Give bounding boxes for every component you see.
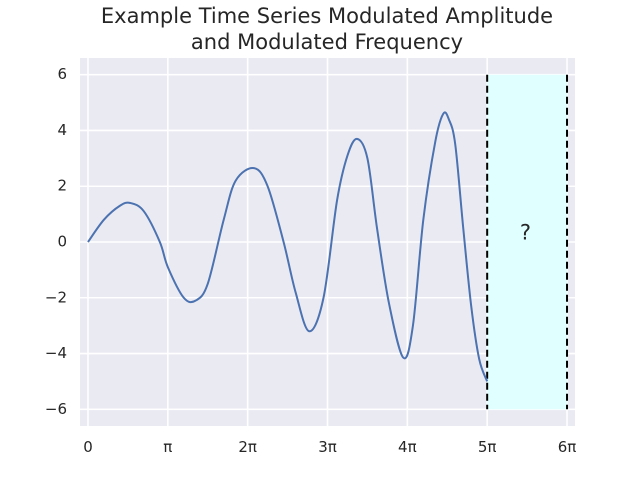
annotation-layer: ?: [520, 221, 531, 245]
y-tick-label-6: 6: [57, 65, 67, 83]
forecast-region: [486, 74, 569, 410]
x-tick-label-3: 3π: [318, 438, 337, 456]
y-tick-labels: −6 −4 −2 0 2 4 6: [45, 65, 67, 418]
y-tick-label-0: −6: [45, 400, 67, 418]
chart-title-line-1: Example Time Series Modulated Amplitude: [101, 4, 553, 28]
x-tick-label-4: 4π: [398, 438, 417, 456]
series-layer: [87, 111, 489, 382]
y-tick-label-5: 4: [57, 121, 67, 139]
x-tick-label-5: 5π: [478, 438, 497, 456]
x-tick-label-2: 2π: [238, 438, 257, 456]
y-tick-label-2: −2: [45, 288, 67, 306]
forecast-question-mark: ?: [520, 221, 531, 245]
y-tick-label-3: 0: [57, 233, 67, 251]
x-tick-label-1: π: [163, 438, 172, 456]
x-tick-labels: 0 π 2π 3π 4π 5π 6π: [83, 438, 576, 456]
x-tick-label-6: 6π: [558, 438, 577, 456]
forecast-region-fill: [487, 74, 568, 410]
y-tick-label-4: 2: [57, 177, 67, 195]
y-tick-label-1: −4: [45, 344, 67, 362]
x-tick-label-0: 0: [83, 438, 93, 456]
chart-title-line-2: and Modulated Frequency: [191, 30, 463, 54]
series-line-0: [87, 111, 489, 382]
